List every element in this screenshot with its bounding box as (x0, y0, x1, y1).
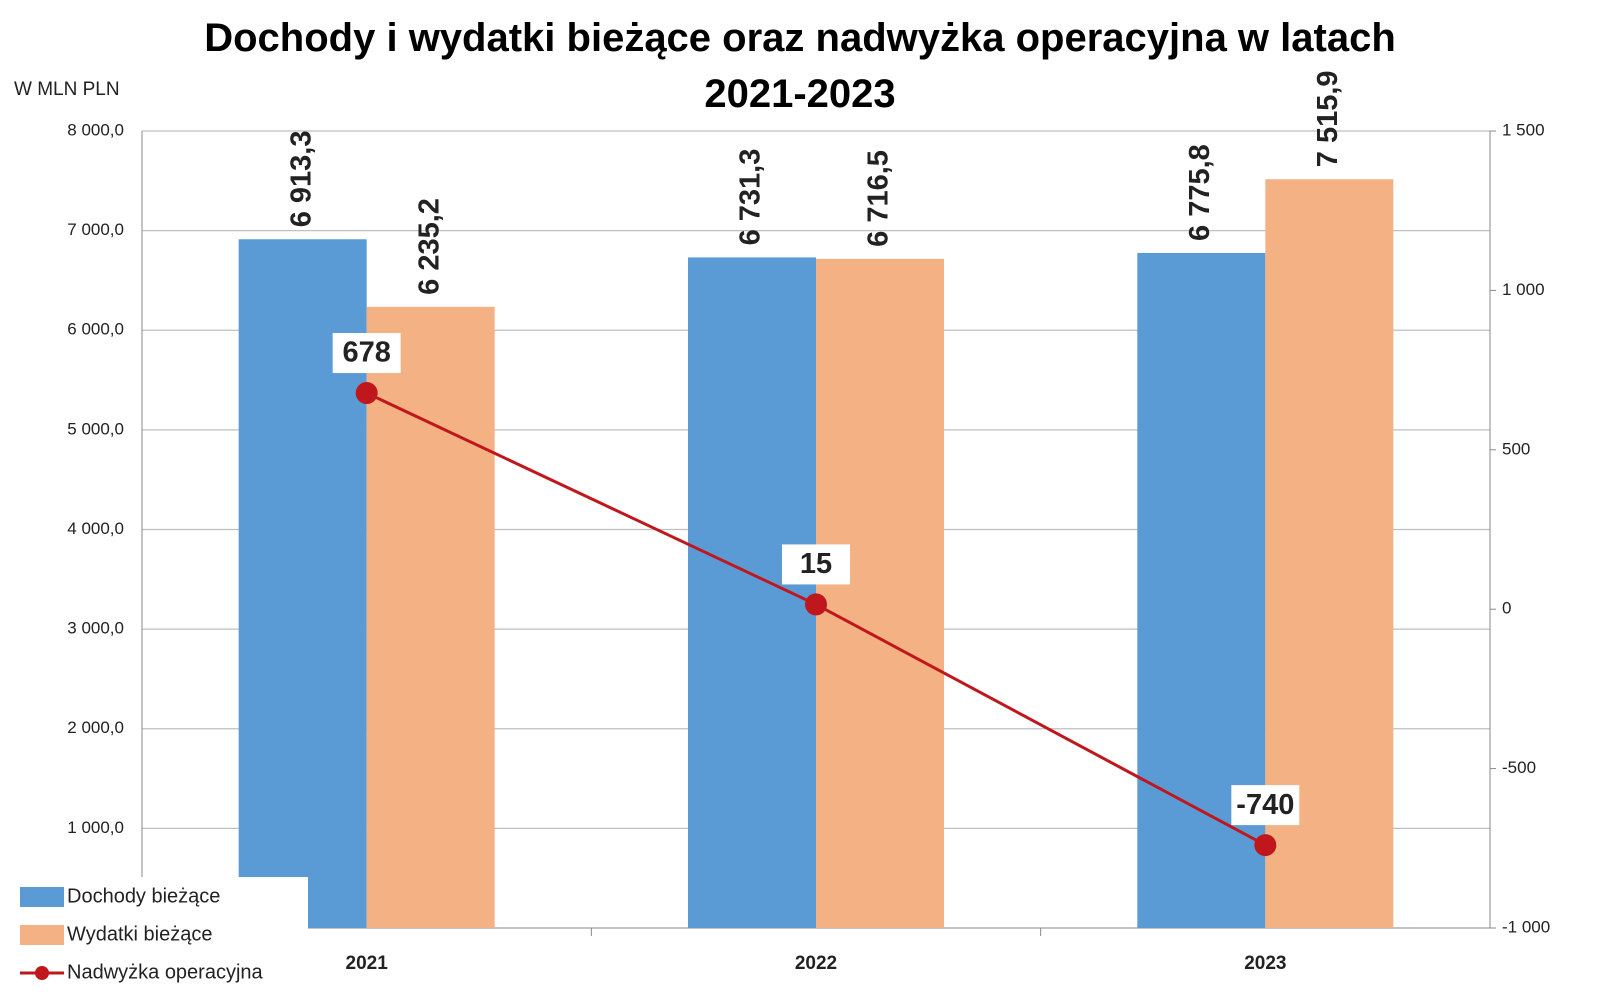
legend-swatch (20, 925, 64, 945)
bar-value-label: 7 515,9 (1312, 70, 1344, 167)
bar (1137, 252, 1266, 928)
x-tick-label: 2023 (1244, 953, 1286, 974)
legend-label: Nadwyżka operacyjna (67, 961, 264, 983)
point-label-box (332, 333, 401, 374)
bar-value-label: 6 235,2 (413, 198, 445, 295)
chart-title: Dochody i wydatki bieżące oraz nadwyżka … (204, 16, 1396, 116)
y-tick-label: 1 000,0 (67, 818, 124, 837)
y-tick-label: 4 000,0 (67, 519, 124, 538)
y-tick-label: 2 000,0 (67, 718, 124, 737)
x-tick-label: 2021 (346, 953, 389, 974)
y2-tick-label: 0 (1502, 599, 1511, 618)
y-axis-label: W MLN PLN (14, 79, 120, 100)
legend-swatch (35, 966, 49, 980)
point-label-box (782, 544, 850, 585)
y2-tick-label: -1 000 (1502, 917, 1550, 936)
legend-label: Dochody bieżące (67, 885, 220, 907)
bar (816, 258, 944, 929)
y2-tick-label: 1 500 (1502, 120, 1545, 139)
bar (688, 257, 816, 928)
bar (366, 306, 495, 928)
point-label-box (1231, 785, 1300, 826)
bar-value-label: 6 775,8 (1184, 144, 1216, 241)
bar-value-label: 6 716,5 (863, 150, 895, 247)
line-point (805, 593, 827, 616)
y2-tick-label: 1 000 (1502, 280, 1545, 299)
legend-swatch (20, 887, 64, 907)
legend: Dochody bieżące Wydatki bieżące Nadwyżka o… (10, 877, 308, 1005)
y2-tick-label: -500 (1502, 758, 1536, 777)
y-tick-label: 3 000,0 (67, 619, 124, 638)
y-tick-label: 5 000,0 (67, 419, 124, 438)
legend-label: Wydatki bieżące (67, 923, 212, 945)
y2-tick-label: 500 (1502, 439, 1530, 458)
point-value-label: 15 (800, 548, 832, 580)
y-tick-label: 8 000,0 (67, 120, 124, 139)
y-tick-label: 6 000,0 (67, 320, 124, 339)
line-point (1254, 834, 1277, 857)
line-point (355, 382, 378, 405)
bar-value-label: 6 731,3 (735, 149, 767, 246)
y-tick-label: 7 000,0 (67, 220, 124, 239)
x-tick-label: 2022 (795, 953, 837, 974)
point-value-label: -740 (1236, 789, 1294, 821)
bar-value-label: 6 913,3 (285, 130, 317, 227)
point-value-label: 678 (342, 337, 390, 369)
